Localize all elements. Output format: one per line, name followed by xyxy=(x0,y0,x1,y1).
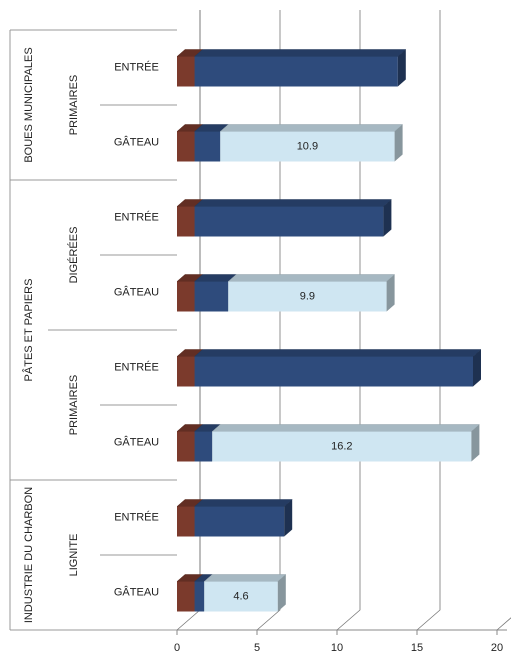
x-tick-label: 5 xyxy=(254,642,260,654)
bar-segment xyxy=(177,506,195,537)
x-tick-label: 10 xyxy=(331,642,343,654)
bar-top xyxy=(193,499,293,507)
bar-segment xyxy=(194,56,398,87)
category-label: ENTRÉE xyxy=(114,60,159,73)
bar-segment xyxy=(177,206,195,237)
x-tick-label: 15 xyxy=(411,642,423,654)
bar-end xyxy=(386,274,395,312)
group-label: PÂTES ET PAPIERS xyxy=(22,279,35,382)
bar-top xyxy=(193,199,393,207)
bar-top xyxy=(193,49,407,57)
bar-top xyxy=(227,274,396,282)
grid-line xyxy=(176,10,201,631)
value-label: 10.9 xyxy=(297,140,318,152)
value-label: 16.2 xyxy=(331,440,352,452)
bar-top xyxy=(211,424,481,432)
bar-segment xyxy=(194,131,221,162)
group-label: INDUSTRIE DU CHARBON xyxy=(23,487,35,623)
category-label: GÂTEAU xyxy=(114,435,159,448)
bar-segment xyxy=(177,56,195,87)
value-label: 4.6 xyxy=(233,590,248,602)
bar-segment xyxy=(177,431,195,462)
subgroup-label: PRIMAIRES xyxy=(68,75,80,136)
category-label: GÂTEAU xyxy=(114,585,159,598)
bar-segment xyxy=(228,281,387,312)
bar-end xyxy=(471,424,480,462)
bar-segment xyxy=(194,506,285,537)
grid-line xyxy=(416,10,441,631)
x-tick-label: 20 xyxy=(491,642,503,654)
bar-segment xyxy=(220,131,395,162)
bar-segment xyxy=(177,281,195,312)
bar-segment xyxy=(212,431,472,462)
category-label: ENTRÉE xyxy=(114,210,159,223)
category-label: ENTRÉE xyxy=(114,360,159,373)
bar-top xyxy=(219,124,404,132)
category-label: GÂTEAU xyxy=(114,135,159,148)
bar-segment xyxy=(194,281,229,312)
bar-end xyxy=(473,349,481,387)
group-label: BOUES MUNICIPALES xyxy=(23,47,35,162)
bar-end xyxy=(277,574,286,612)
grid-line xyxy=(496,617,511,631)
category-label: ENTRÉE xyxy=(114,510,159,523)
bar-segment xyxy=(194,431,213,462)
x-tick-label: 0 xyxy=(174,642,180,654)
bar-segment xyxy=(177,356,195,387)
subgroup-label: DIGÉRÉES xyxy=(67,227,80,284)
grid-line xyxy=(336,10,361,631)
bar-segment xyxy=(177,131,195,162)
bar-top xyxy=(203,574,287,582)
value-label: 9.9 xyxy=(300,290,315,302)
bar-end xyxy=(397,49,406,87)
bar-end xyxy=(394,124,403,162)
bar-segment xyxy=(204,581,278,612)
category-label: GÂTEAU xyxy=(114,285,159,298)
bar-end xyxy=(284,499,293,537)
subgroup-label: LIGNITE xyxy=(68,534,80,577)
bar-segment xyxy=(194,356,473,387)
bar-segment xyxy=(177,581,195,612)
bar-segment xyxy=(194,581,205,612)
bar-segment xyxy=(194,206,384,237)
subgroup-label: PRIMAIRES xyxy=(68,375,80,436)
bar-end xyxy=(383,199,392,237)
bar-top xyxy=(193,349,482,357)
grid-line xyxy=(256,10,281,631)
